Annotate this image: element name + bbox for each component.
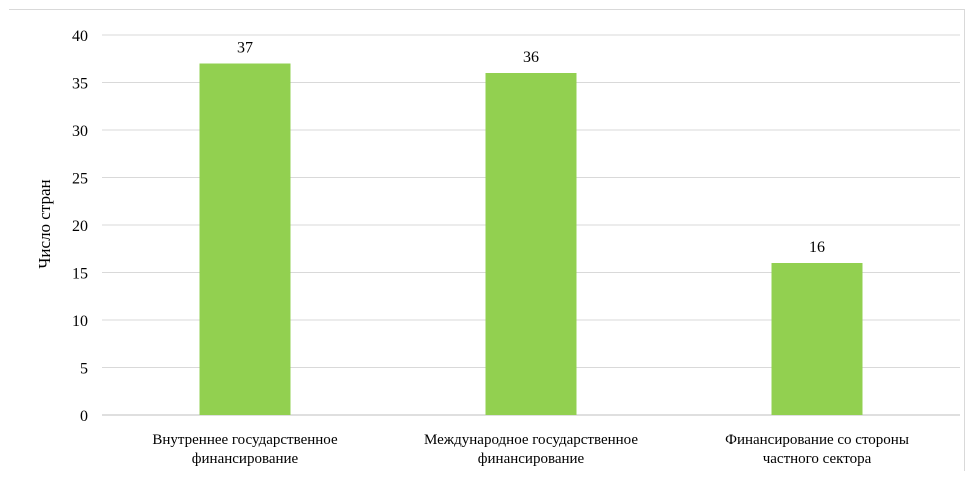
x-category-labels: Внутреннее государственное финансирование…	[152, 432, 909, 467]
y-tick-label-0: 0	[80, 408, 88, 425]
data-labels: 37 36 16	[237, 40, 825, 257]
y-tick-label-25: 25	[72, 171, 88, 188]
x-category-label-1: Внутреннее государственное финансирование	[152, 432, 338, 467]
y-axis-title: Число стран	[35, 179, 54, 268]
bar-2	[485, 73, 577, 415]
y-tick-label-30: 30	[72, 123, 88, 140]
y-tick-label-10: 10	[72, 313, 88, 330]
bar-1	[199, 63, 291, 415]
data-label-2: 36	[523, 49, 539, 66]
chart-frame	[9, 9, 965, 471]
data-label-1: 37	[237, 40, 253, 57]
data-label-3: 16	[809, 239, 825, 256]
x-category-label-3: Финансирование со стороны частного сектор…	[725, 432, 909, 467]
y-tick-label-40: 40	[72, 28, 88, 45]
x-category-label-2: Международное государственное финансирова…	[424, 432, 638, 467]
y-tick-label-5: 5	[80, 361, 88, 378]
bars	[199, 63, 863, 415]
bar-3	[771, 263, 863, 415]
y-tick-label-15: 15	[72, 266, 88, 283]
y-tick-label-20: 20	[72, 218, 88, 235]
y-tick-label-35: 35	[72, 76, 88, 93]
y-tick-labels: 0 5 10 15 20 25 30 35 40	[72, 28, 88, 425]
